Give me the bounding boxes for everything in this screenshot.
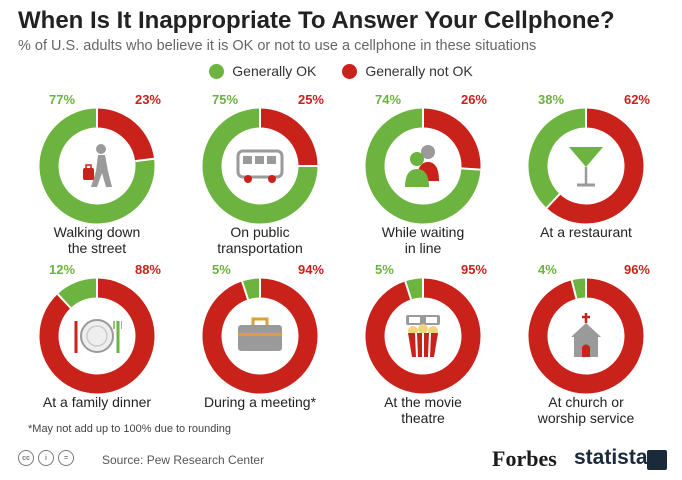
slice-divider bbox=[135, 157, 155, 163]
slice-divider bbox=[545, 193, 561, 209]
donut-slice-ok bbox=[405, 278, 424, 300]
chart-title: When Is It Inappropriate To Answer Your … bbox=[18, 7, 615, 34]
donut-slice-not-ok bbox=[202, 278, 318, 394]
donut-slice-not-ok bbox=[546, 108, 644, 224]
donut-slice-not-ok bbox=[259, 108, 318, 167]
legend-item-ok: Generally OK bbox=[209, 63, 316, 79]
attribution-icon: i bbox=[38, 450, 54, 466]
donut-slice-not-ok bbox=[528, 278, 644, 394]
popcorn-3d-glasses-icon bbox=[406, 315, 440, 358]
donut-panel: 4% 96% At church or worship service bbox=[511, 262, 661, 447]
legend-swatch-not-ok bbox=[342, 63, 358, 79]
percent-not-ok-label: 23% bbox=[134, 92, 161, 107]
legend-swatch-ok bbox=[209, 63, 225, 79]
situation-label-line: the street bbox=[67, 240, 127, 256]
donut-slice-ok bbox=[57, 278, 98, 309]
situation-label: On public transportation bbox=[185, 224, 335, 256]
situation-label: At a restaurant bbox=[511, 224, 661, 240]
source-note: Source: Pew Research Center bbox=[102, 453, 265, 467]
donut-slice-not-ok bbox=[39, 278, 155, 394]
donut-slice-ok bbox=[202, 108, 318, 224]
donut-slice-not-ok bbox=[365, 278, 481, 394]
footnote: *May not add up to 100% due to rounding bbox=[28, 423, 232, 435]
donut-slice-ok bbox=[242, 278, 261, 300]
situation-label: During a meeting* bbox=[185, 394, 335, 410]
donut-slice-not-ok bbox=[96, 108, 155, 162]
donut-center bbox=[222, 128, 298, 204]
cc-license-icon: cc bbox=[18, 450, 34, 466]
people-queue-icon bbox=[405, 145, 439, 187]
situation-label-line: in line bbox=[404, 240, 442, 256]
legend-label-ok: Generally OK bbox=[232, 63, 317, 79]
slice-divider bbox=[461, 167, 481, 171]
statista-logo: statista bbox=[574, 446, 648, 469]
percent-ok-label: 74% bbox=[375, 92, 402, 107]
situation-label-line: At a family dinner bbox=[42, 394, 152, 410]
situation-label-line: On public bbox=[230, 224, 290, 240]
statista-logo-mark bbox=[647, 450, 667, 470]
donut-slice-ok bbox=[39, 108, 155, 224]
situation-label-line: Walking down bbox=[53, 224, 141, 240]
donut-panel: 77% 23% Walking down the street bbox=[22, 92, 172, 277]
percent-ok-label: 77% bbox=[49, 92, 76, 107]
percent-ok-label: 5% bbox=[375, 262, 394, 277]
donut-panel: 38% 62% At a restaurant bbox=[511, 92, 661, 277]
situation-label: At the movie theatre bbox=[348, 394, 498, 426]
percent-ok-label: 12% bbox=[49, 262, 76, 277]
percent-not-ok-label: 62% bbox=[623, 92, 650, 107]
situation-label-line: During a meeting* bbox=[203, 394, 317, 410]
legend: Generally OK Generally not OK bbox=[0, 63, 682, 79]
donut-slice-ok bbox=[528, 108, 587, 208]
slice-divider bbox=[56, 293, 72, 309]
donut-slice-ok bbox=[571, 278, 587, 299]
percent-ok-label: 38% bbox=[538, 92, 565, 107]
pedestrian-icon bbox=[83, 144, 112, 187]
donut-chart bbox=[39, 108, 155, 224]
slice-divider bbox=[241, 281, 249, 300]
situation-label: While waiting in line bbox=[348, 224, 498, 256]
cocktail-glass-icon bbox=[569, 147, 603, 187]
situation-label-line: While waiting bbox=[381, 224, 465, 240]
license-badges: cc i = bbox=[18, 450, 74, 466]
donut-panel: 74% 26% While waiting in line bbox=[348, 92, 498, 277]
percent-ok-label: 5% bbox=[212, 262, 231, 277]
bus-icon bbox=[236, 149, 284, 183]
situation-label: At a family dinner bbox=[22, 394, 172, 410]
donut-chart bbox=[528, 108, 644, 224]
situation-label-line: At the movie bbox=[384, 394, 462, 410]
percent-not-ok-label: 25% bbox=[297, 92, 324, 107]
no-derivatives-icon: = bbox=[58, 450, 74, 466]
percent-ok-label: 75% bbox=[212, 92, 239, 107]
slice-divider bbox=[404, 281, 413, 300]
donut-chart bbox=[39, 278, 155, 394]
donut-slice-ok bbox=[365, 108, 481, 224]
situation-label-line: At church or bbox=[548, 394, 624, 410]
percent-ok-label: 4% bbox=[538, 262, 557, 277]
dinner-plate-icon bbox=[74, 319, 122, 353]
donut-panel: 5% 94% During a meeting* bbox=[185, 262, 335, 447]
slice-divider bbox=[570, 280, 578, 299]
briefcase-icon bbox=[238, 317, 282, 351]
donut-chart bbox=[202, 108, 318, 224]
percent-not-ok-label: 26% bbox=[460, 92, 487, 107]
percent-not-ok-label: 96% bbox=[623, 262, 650, 277]
forbes-logo: Forbes bbox=[492, 446, 557, 471]
situation-label-line: worship service bbox=[537, 410, 635, 426]
percent-not-ok-label: 88% bbox=[134, 262, 161, 277]
percent-not-ok-label: 95% bbox=[460, 262, 487, 277]
legend-label-not-ok: Generally not OK bbox=[365, 63, 473, 79]
legend-item-not-ok: Generally not OK bbox=[342, 63, 473, 79]
donut-panel: 5% 95% At the movie theatre bbox=[348, 262, 498, 447]
percent-not-ok-label: 94% bbox=[297, 262, 324, 277]
situation-label: At church or worship service bbox=[511, 394, 661, 426]
situation-label-line: theatre bbox=[401, 410, 445, 426]
donut-panel: 12% 88% At a family dinner bbox=[22, 262, 172, 447]
church-icon bbox=[571, 313, 601, 357]
chart-subtitle: % of U.S. adults who believe it is OK or… bbox=[18, 38, 537, 54]
donut-slice-not-ok bbox=[422, 108, 481, 170]
situation-label: Walking down the street bbox=[22, 224, 172, 256]
situation-label-line: At a restaurant bbox=[540, 224, 632, 240]
donut-panel: 75% 25% On public transportation bbox=[185, 92, 335, 277]
situation-label-line: transportation bbox=[217, 240, 303, 256]
